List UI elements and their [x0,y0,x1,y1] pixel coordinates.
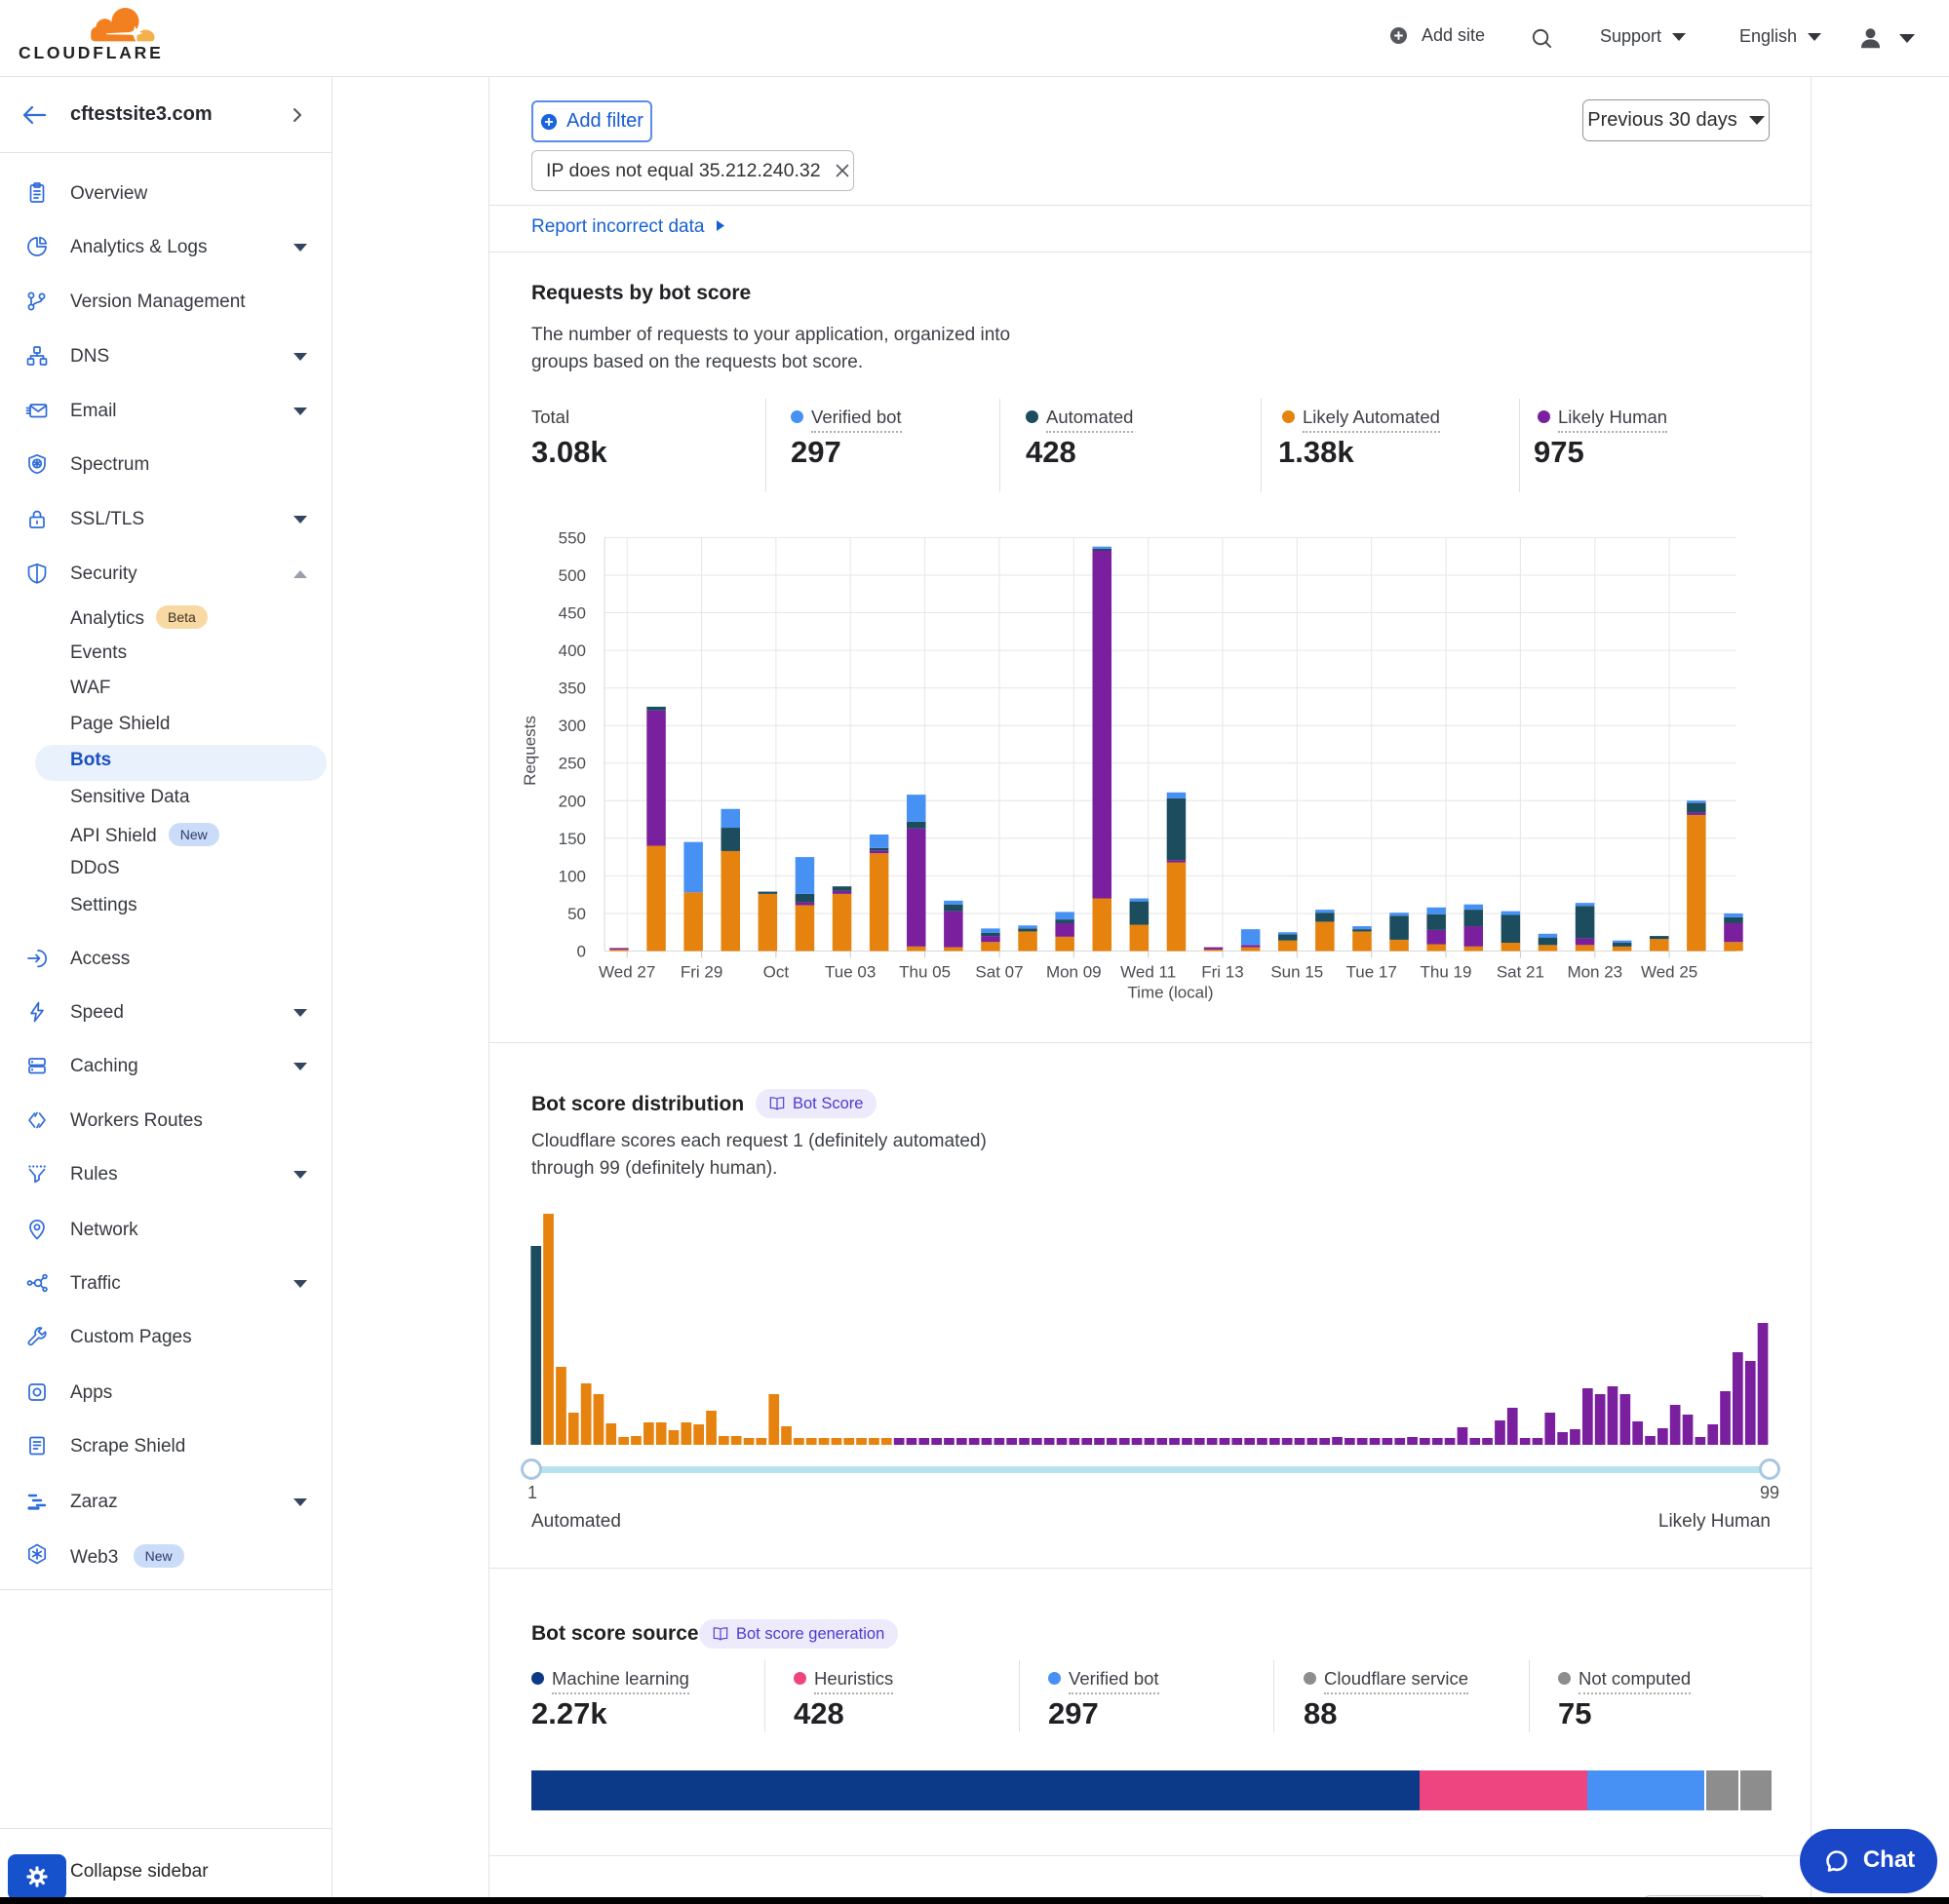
svg-text:550: 550 [559,528,586,547]
svg-text:Wed 11: Wed 11 [1120,963,1176,982]
svg-text:Mon 23: Mon 23 [1567,963,1622,982]
svg-text:Sun 15: Sun 15 [1270,963,1323,982]
svg-text:Sat 21: Sat 21 [1497,963,1544,982]
svg-text:150: 150 [559,830,586,848]
svg-text:Tue 03: Tue 03 [825,963,876,982]
svg-text:Wed 27: Wed 27 [599,963,655,982]
svg-text:Thu 05: Thu 05 [899,963,951,982]
svg-text:100: 100 [559,867,586,885]
svg-text:50: 50 [567,905,586,923]
svg-text:250: 250 [559,755,586,773]
svg-text:Tue 17: Tue 17 [1346,963,1397,982]
svg-text:Time (local): Time (local) [1127,984,1213,1002]
svg-text:300: 300 [559,717,586,735]
svg-text:350: 350 [559,680,586,698]
svg-text:Wed 25: Wed 25 [1641,963,1697,982]
svg-text:0: 0 [577,943,586,961]
svg-text:200: 200 [559,792,586,810]
svg-text:Oct: Oct [763,963,790,982]
svg-text:Thu 19: Thu 19 [1421,963,1472,982]
svg-text:Mon 09: Mon 09 [1046,963,1102,982]
svg-text:Fri 29: Fri 29 [681,963,722,982]
svg-text:500: 500 [559,566,586,585]
svg-text:450: 450 [559,604,586,623]
svg-text:Fri 13: Fri 13 [1201,963,1243,982]
svg-text:Requests: Requests [521,716,539,786]
svg-text:400: 400 [559,641,586,660]
svg-text:Sat 07: Sat 07 [975,963,1023,982]
